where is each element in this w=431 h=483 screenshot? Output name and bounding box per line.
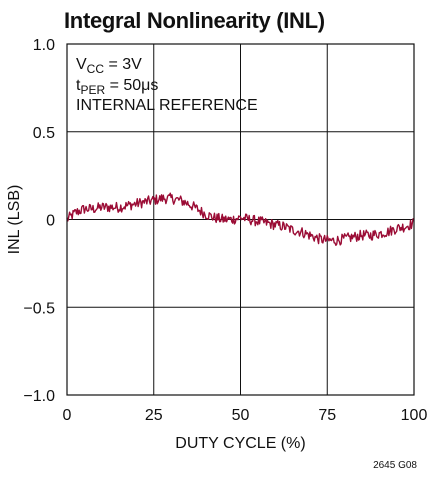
x-tick-label-0: 0 [63, 407, 72, 424]
annotation-main-2: INTERNAL REFERENCE [76, 97, 258, 114]
annotation-line-1: tPER = 50μs [76, 77, 158, 97]
annotation-rest-0: = 3V [104, 56, 142, 73]
y-tick-label-2: 0 [46, 213, 55, 230]
plot-frame [66, 43, 415, 396]
x-axis-label: DUTY CYCLE (%) [175, 435, 305, 452]
annotation-main-1: t [76, 77, 81, 94]
y-tick-label-3: −0.5 [23, 300, 55, 317]
annotation-sub-1: PER [80, 83, 105, 97]
annotation-sub-0: CC [87, 62, 105, 76]
figure-code: 2645 G08 [373, 460, 417, 471]
x-tick-label-4: 100 [401, 407, 428, 424]
x-tick-label-3: 75 [318, 407, 336, 424]
annotation-rest-1: = 50μs [105, 77, 158, 94]
inl-series-line [66, 192, 415, 247]
y-tick-label-4: −1.0 [23, 388, 55, 405]
y-tick-label-1: 0.5 [33, 125, 55, 142]
y-tick-label-0: 1.0 [33, 37, 55, 54]
chart-title: Integral Nonlinearity (INL) [64, 8, 325, 33]
x-tick-label-1: 25 [145, 407, 163, 424]
annotation-line-0: VCC = 3V [76, 56, 142, 76]
x-tick-label-2: 50 [232, 407, 250, 424]
annotation-main-0: V [76, 56, 87, 73]
annotation-line-2: INTERNAL REFERENCE [76, 97, 258, 114]
y-axis-label: INL (LSB) [6, 185, 23, 255]
